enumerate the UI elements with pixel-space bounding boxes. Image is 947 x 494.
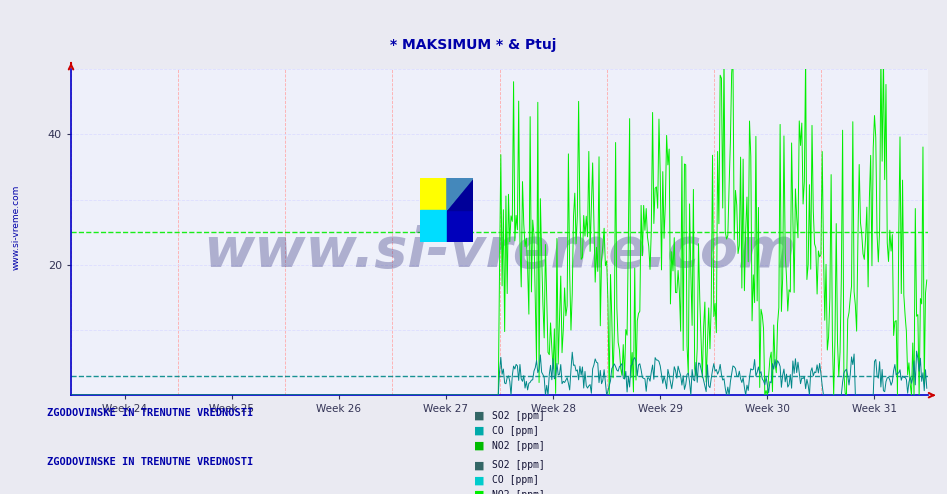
Text: ■: ■ bbox=[474, 411, 484, 421]
Text: CO [ppm]: CO [ppm] bbox=[492, 475, 540, 485]
Text: www.si-vreme.com: www.si-vreme.com bbox=[203, 225, 796, 279]
Text: ■: ■ bbox=[474, 426, 484, 436]
Text: * MAKSIMUM * & Ptuj: * MAKSIMUM * & Ptuj bbox=[390, 38, 557, 52]
Text: ■: ■ bbox=[474, 490, 484, 494]
Text: www.si-vreme.com: www.si-vreme.com bbox=[11, 185, 21, 270]
Bar bbox=[420, 210, 447, 242]
Text: SO2 [ppm]: SO2 [ppm] bbox=[492, 460, 545, 470]
Text: ■: ■ bbox=[474, 441, 484, 451]
Text: ■: ■ bbox=[474, 460, 484, 470]
Bar bbox=[447, 210, 474, 242]
Text: NO2 [ppm]: NO2 [ppm] bbox=[492, 490, 545, 494]
Polygon shape bbox=[447, 178, 474, 210]
Text: ZGODOVINSKE IN TRENUTNE VREDNOSTI: ZGODOVINSKE IN TRENUTNE VREDNOSTI bbox=[47, 457, 254, 467]
Text: ■: ■ bbox=[474, 475, 484, 485]
Text: ZGODOVINSKE IN TRENUTNE VREDNOSTI: ZGODOVINSKE IN TRENUTNE VREDNOSTI bbox=[47, 408, 254, 417]
Text: CO [ppm]: CO [ppm] bbox=[492, 426, 540, 436]
Polygon shape bbox=[447, 178, 474, 210]
Text: SO2 [ppm]: SO2 [ppm] bbox=[492, 411, 545, 421]
Text: NO2 [ppm]: NO2 [ppm] bbox=[492, 441, 545, 451]
Bar bbox=[420, 178, 447, 210]
